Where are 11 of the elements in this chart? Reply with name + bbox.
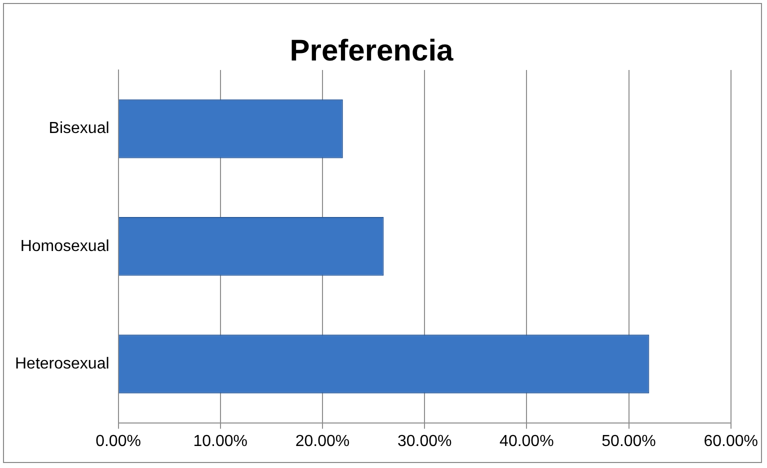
x-tick-label: 10.00% <box>193 432 248 450</box>
x-tick-label: 20.00% <box>295 432 350 450</box>
x-tick-label: 0.00% <box>96 432 141 450</box>
y-tick-label: Bisexual <box>48 120 110 138</box>
x-tick-label: 60.00% <box>704 432 758 450</box>
x-tick-label: 30.00% <box>397 432 452 450</box>
y-tick-label: Homosexual <box>20 238 110 255</box>
y-tick-label: Heterosexual <box>14 355 110 372</box>
chart-title: Preferencia <box>290 34 454 68</box>
x-tick-label: 50.00% <box>602 432 656 450</box>
x-tick-label: 40.00% <box>500 432 554 450</box>
